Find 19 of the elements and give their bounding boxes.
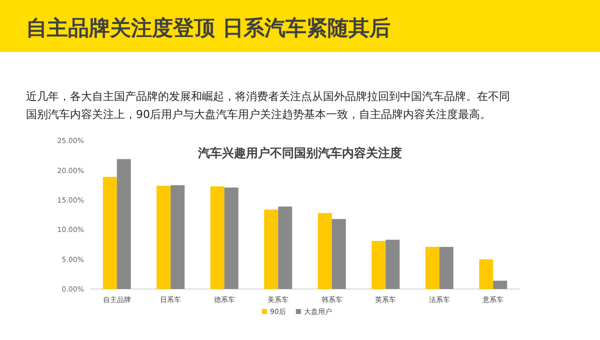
bar [372,240,386,289]
bar [386,240,400,289]
bar [224,188,238,289]
bar [102,176,117,289]
bar [210,186,224,289]
bar [278,206,292,289]
bar [116,159,131,289]
bar [479,259,494,289]
bar [264,210,278,289]
bar [425,246,440,289]
bar [318,213,332,289]
bar [493,280,508,289]
bar [439,246,454,289]
bar [332,219,346,289]
chart-title: 自主品牌关注度登顶 日系汽车紧随其后 [26,16,390,40]
annotation: 汽车兴趣用户不同国别汽车内容关注度 [197,146,402,160]
bar [156,186,171,289]
bar [170,185,185,289]
chart-subtitle: 近几年，各大自主国产品牌的发展和崛起，将消费者关注点从国外品牌拉回到中国汽车品牌。在不同国别汽车内容关注上，90后用户与大盘汽车用户关注趋势基本一致，自主品牌内容关注度最高。 [26,90,510,121]
